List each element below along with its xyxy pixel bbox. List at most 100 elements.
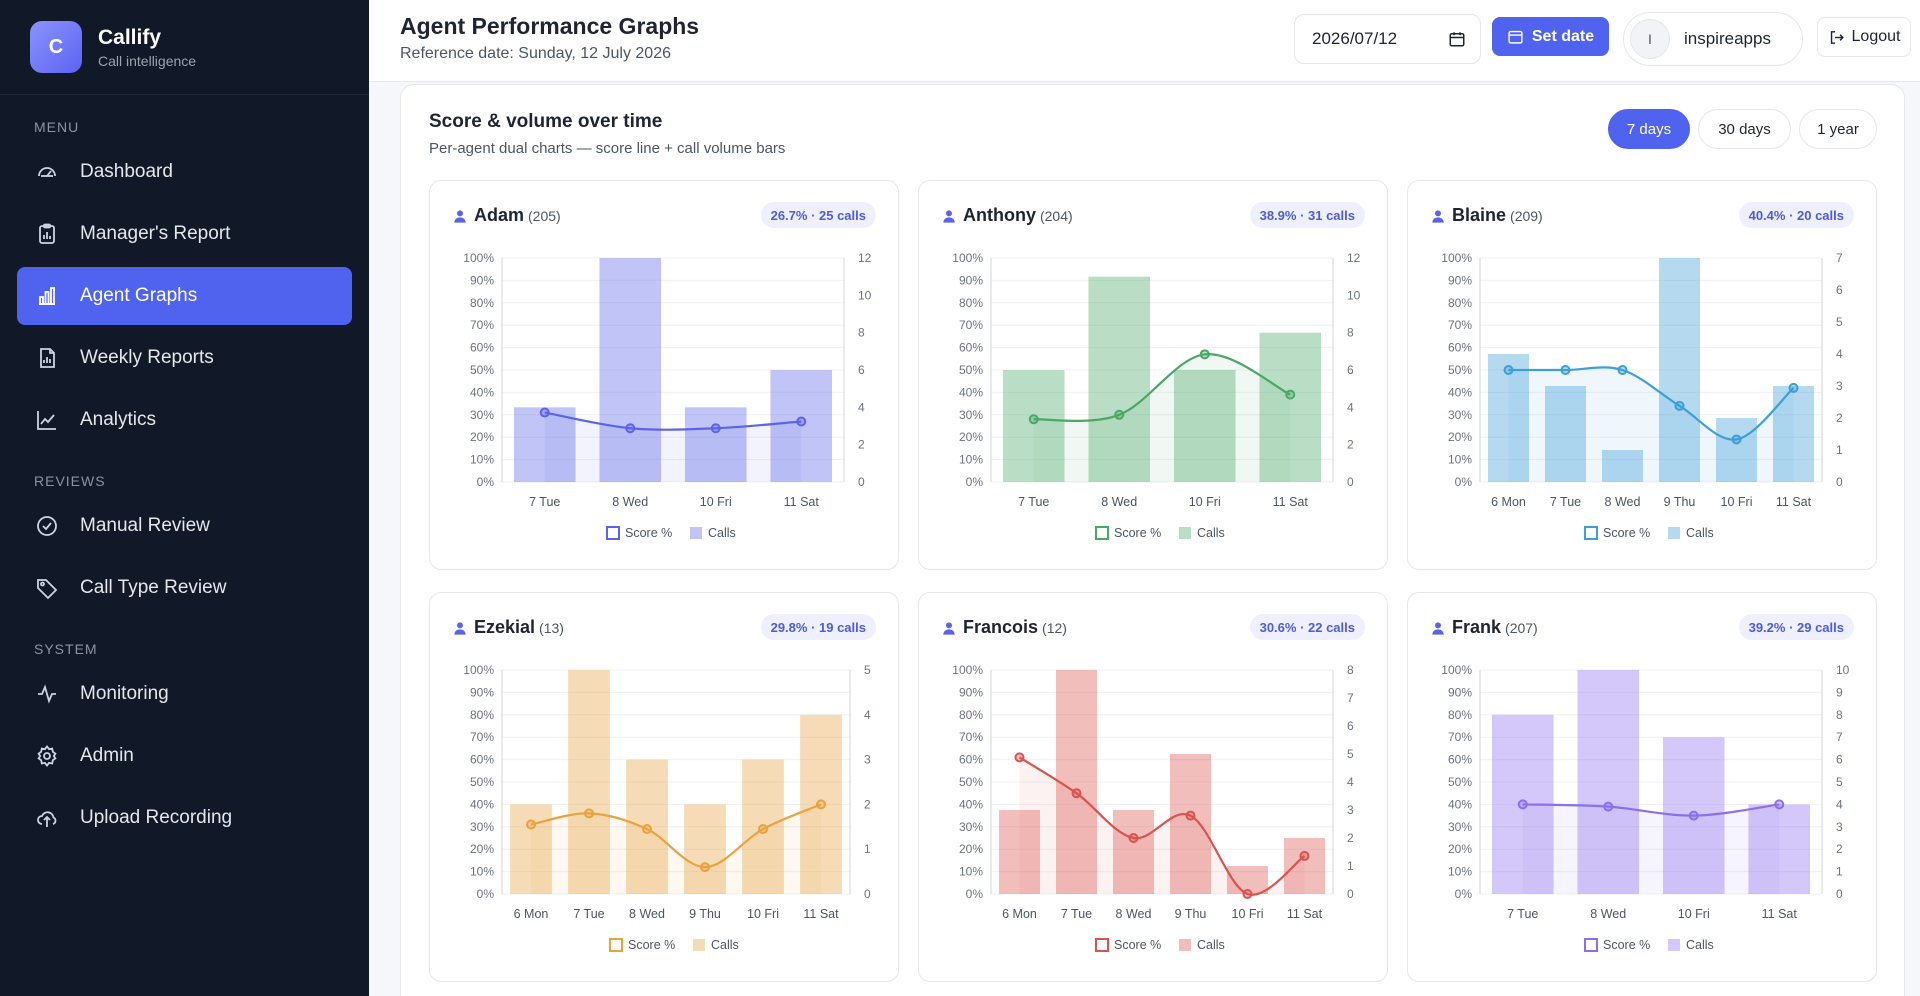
calls-bar[interactable]	[568, 670, 610, 894]
score-point[interactable]	[1242, 889, 1253, 899]
page-subtitle: Reference date: Sunday, 12 July 2026	[400, 45, 671, 62]
calls-bar[interactable]	[626, 759, 668, 894]
left-tick-label: 0%	[966, 887, 984, 901]
score-point[interactable]	[1688, 810, 1699, 821]
sidebar-item-agent-graphs[interactable]: Agent Graphs	[17, 267, 352, 325]
agent-name-label: Anthony	[963, 205, 1036, 225]
sidebar-item-label: Agent Graphs	[80, 285, 198, 306]
x-tick-label: 8 Wed	[1116, 907, 1152, 921]
score-point[interactable]	[1185, 810, 1196, 821]
score-line	[530, 803, 822, 869]
score-point[interactable]	[539, 407, 550, 418]
score-point[interactable]	[1114, 409, 1125, 420]
sidebar-item-weekly-reports[interactable]: Weekly Reports	[17, 329, 352, 387]
score-point[interactable]	[1731, 434, 1742, 445]
agent-name: Adam (205)	[452, 205, 561, 226]
score-point[interactable]	[526, 819, 536, 830]
right-tick-label: 0	[1347, 475, 1354, 489]
calls-bar[interactable]	[1577, 670, 1640, 894]
calls-bar[interactable]	[1112, 810, 1155, 894]
score-point[interactable]	[1299, 850, 1310, 861]
score-point[interactable]	[816, 799, 826, 810]
brand-subtitle: Call intelligence	[98, 52, 197, 69]
x-tick-label: 7 Tue	[1507, 907, 1538, 921]
range-1-year-button[interactable]: 1 year	[1799, 109, 1877, 149]
score-point[interactable]	[642, 824, 652, 835]
calls-bar[interactable]	[1748, 804, 1811, 894]
x-tick-label: 7 Tue	[1061, 907, 1092, 921]
sidebar-item-admin[interactable]: Admin	[17, 727, 352, 785]
score-point[interactable]	[1503, 365, 1514, 375]
sidebar-item-manager-s-report[interactable]: Manager's Report	[17, 205, 352, 263]
score-point[interactable]	[1788, 382, 1799, 393]
legend-calls-label: Calls	[711, 938, 739, 952]
right-tick-label: 12	[858, 251, 872, 265]
right-tick-label: 0	[1836, 887, 1843, 901]
left-tick-label: 0%	[1455, 887, 1473, 901]
agent-name-label: Frank	[1452, 617, 1502, 637]
user-name: inspireapps	[1684, 29, 1771, 48]
right-tick-label: 8	[1347, 326, 1354, 340]
score-point[interactable]	[700, 862, 710, 873]
score-point[interactable]	[584, 808, 594, 819]
score-point[interactable]	[625, 423, 636, 434]
sidebar-item-upload-recording[interactable]: Upload Recording	[17, 789, 352, 847]
sidebar-item-analytics[interactable]: Analytics	[17, 391, 352, 449]
user-menu[interactable]: I inspireapps	[1623, 12, 1803, 66]
brand[interactable]: C Callify Call intelligence	[0, 0, 369, 95]
calls-bar[interactable]	[1055, 670, 1098, 894]
score-point[interactable]	[1674, 400, 1685, 411]
calls-bar[interactable]	[684, 804, 726, 894]
score-point[interactable]	[1028, 414, 1039, 425]
calls-bar[interactable]	[1715, 418, 1758, 482]
left-tick-label: 60%	[1448, 341, 1472, 355]
calls-bar[interactable]	[1173, 370, 1236, 482]
calls-bar[interactable]	[1658, 258, 1701, 482]
score-point[interactable]	[1517, 799, 1528, 810]
calls-bar[interactable]	[1544, 386, 1587, 482]
agent-summary-badge: 38.9% · 31 calls	[1249, 202, 1365, 228]
calls-bar[interactable]	[1169, 754, 1212, 894]
score-point[interactable]	[1071, 788, 1082, 799]
score-point[interactable]	[1014, 752, 1025, 763]
score-point[interactable]	[758, 824, 768, 835]
date-input[interactable]: 2026/07/12	[1294, 14, 1481, 64]
set-date-button[interactable]: Set date	[1492, 17, 1609, 56]
score-point[interactable]	[1199, 349, 1210, 360]
sidebar-item-monitoring[interactable]: Monitoring	[17, 665, 352, 723]
sidebar-item-dashboard[interactable]: Dashboard	[17, 143, 352, 201]
right-tick-label: 7	[1836, 730, 1843, 744]
calls-bar[interactable]	[742, 759, 784, 894]
score-point[interactable]	[796, 416, 807, 427]
calls-bar[interactable]	[1259, 332, 1322, 482]
left-tick-label: 50%	[1448, 363, 1472, 377]
calls-bar[interactable]	[1487, 354, 1530, 482]
calls-bar[interactable]	[1283, 838, 1326, 894]
sidebar-item-manual-review[interactable]: Manual Review	[17, 497, 352, 555]
calls-bar[interactable]	[1601, 450, 1644, 482]
range-30-days-button[interactable]: 30 days	[1698, 109, 1791, 149]
score-point[interactable]	[1128, 833, 1139, 843]
score-area	[544, 412, 802, 482]
calls-bar[interactable]	[998, 810, 1041, 894]
logout-button[interactable]: Logout	[1817, 17, 1911, 57]
calls-bar[interactable]	[599, 258, 662, 482]
score-point[interactable]	[1774, 799, 1785, 810]
legend-score-label: Score %	[1114, 938, 1161, 952]
calls-bar[interactable]	[1002, 370, 1065, 482]
sidebar-item-call-type-review[interactable]: Call Type Review	[17, 559, 352, 617]
score-point[interactable]	[1560, 365, 1571, 375]
x-tick-label: 8 Wed	[1101, 495, 1137, 509]
calendar-icon[interactable]	[1448, 30, 1466, 48]
calls-bar[interactable]	[1088, 276, 1151, 482]
score-point[interactable]	[1285, 389, 1296, 400]
score-point[interactable]	[1603, 801, 1614, 812]
range-7-days-button[interactable]: 7 days	[1608, 109, 1690, 149]
score-point[interactable]	[710, 423, 721, 434]
calls-bar[interactable]	[510, 804, 552, 894]
calls-bar[interactable]	[684, 407, 747, 482]
score-point[interactable]	[1617, 365, 1628, 375]
panel-subtitle: Per-agent dual charts — score line + cal…	[429, 140, 786, 157]
calls-bar[interactable]	[513, 407, 576, 482]
left-tick-label: 90%	[959, 685, 983, 699]
